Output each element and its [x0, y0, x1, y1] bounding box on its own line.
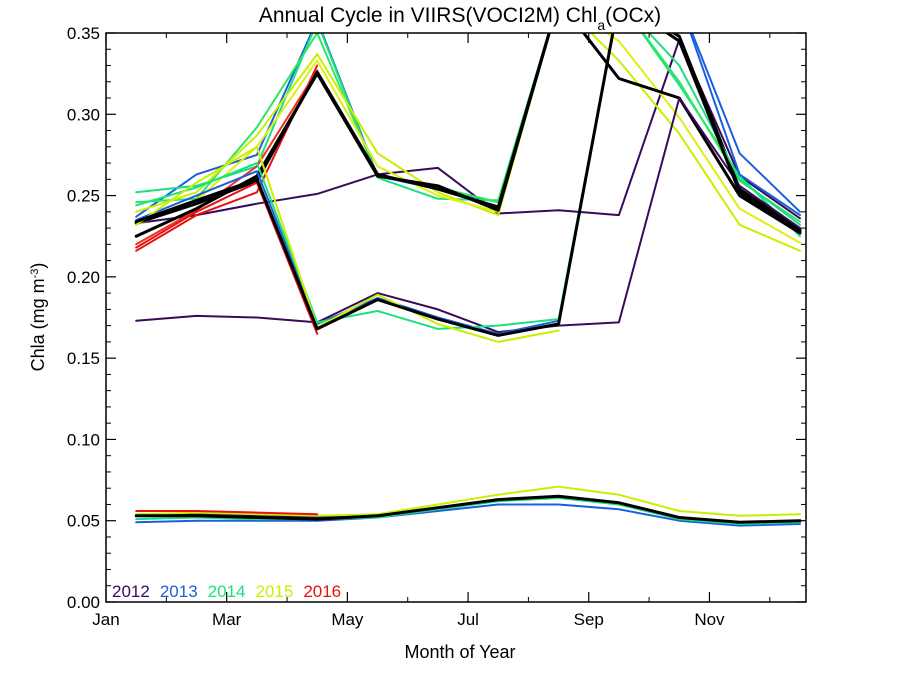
legend: 2012 2013 2014 2015 2016: [112, 582, 341, 601]
y-axis-title: Chla (mg m-3): [28, 263, 48, 372]
series-line-middle-15: [135, 181, 319, 335]
y-tick-label: 0.10: [67, 430, 100, 449]
legend-entry-2013: 2013: [160, 582, 198, 601]
legend-entry-2014: 2014: [208, 582, 246, 601]
series-line-upper-8: [135, 69, 319, 246]
axis-layer: Jan Mar May Jul Sep Nov 0.00 0.05 0.10 0.15 0.20 0.…: [67, 24, 806, 629]
plot-frame: [105, 32, 807, 603]
series-line-upper-6: [135, 33, 801, 244]
chart-title: Annual Cycle in VIIRS(VOCI2M) Chla(OCx): [259, 4, 661, 33]
y-axis-title-superscript: -3: [29, 269, 41, 279]
series-line-middle-11: [135, 97, 801, 334]
series-line-lower-19: [135, 497, 801, 525]
y-tick-label: 0.25: [67, 187, 100, 206]
series-line-middle-16: [134, 33, 802, 337]
series-line-lower-22: [134, 494, 802, 524]
y-tick-label: 0.20: [67, 268, 100, 287]
y-tick-label: 0.35: [67, 24, 100, 43]
x-tick-label: Sep: [574, 610, 604, 629]
legend-entry-2015: 2015: [255, 582, 293, 601]
legend-entry-2016: 2016: [303, 582, 341, 601]
x-axis-title: Month of Year: [404, 642, 515, 662]
series-line-lower-20: [135, 485, 801, 517]
series-layer: [134, 33, 802, 527]
y-tick-label: 0.00: [67, 593, 100, 612]
x-tick-label: Nov: [694, 610, 725, 629]
chart-title-subscript: a: [597, 17, 605, 33]
y-tick-label: 0.05: [67, 512, 100, 531]
x-tick-label: Mar: [212, 610, 242, 629]
legend-entries: 2012 2013 2014 2015 2016: [112, 582, 341, 601]
series-line-middle-14: [135, 145, 560, 343]
x-tick-label: Jul: [457, 610, 479, 629]
legend-entry-2012: 2012: [112, 582, 150, 601]
x-tick-label: Jan: [92, 610, 119, 629]
x-tick-label: May: [331, 610, 364, 629]
y-tick-label: 0.30: [67, 105, 100, 124]
series-line-middle-12: [135, 33, 801, 335]
series-line-lower-18: [135, 503, 801, 527]
y-tick-label: 0.15: [67, 349, 100, 368]
series-line-upper-4: [135, 33, 801, 223]
series-line-lower-21: [135, 510, 319, 516]
